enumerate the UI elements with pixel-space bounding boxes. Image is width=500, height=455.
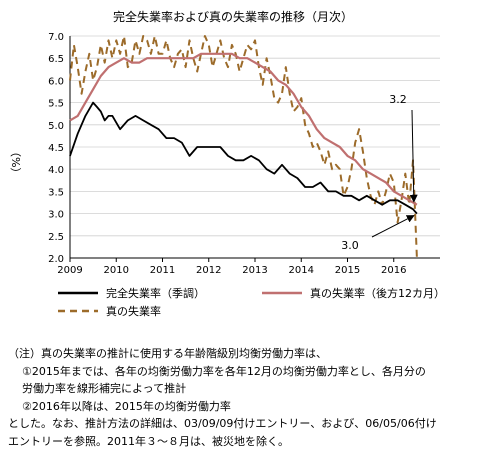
- y-tick-label: 4.5: [48, 143, 64, 154]
- series-line-seasonal: [69, 101, 418, 215]
- annotation-label: 3.2: [389, 93, 407, 106]
- y-tick-label: 5.0: [48, 121, 64, 132]
- y-tick-label: 6.0: [48, 76, 64, 87]
- note-line: ②2016年以降は、2015年の均衡労働力率: [22, 399, 231, 413]
- y-tick-label: 7.0: [48, 32, 64, 43]
- annotation-arrow: [409, 109, 418, 203]
- note-line: ①2015年までは、各年の均衡労働力率を各年12月の均衡労働力率とし、各月分の: [22, 364, 426, 378]
- y-tick-label: 2.5: [48, 232, 64, 243]
- x-tick-label: 2011: [150, 265, 175, 276]
- x-tick-label: 2012: [196, 265, 221, 276]
- x-tick-label: 2014: [289, 265, 314, 276]
- annotation-arrow: [371, 215, 415, 238]
- legend: 完全失業率（季調） 真の失業率（後方12カ月） 真の失業率: [58, 286, 445, 318]
- annotation-label: 3.0: [341, 239, 359, 252]
- footnotes: （注）真の失業率の推計に使用する年齢階級別均衡労働力率は、 ①2015年までは、…: [8, 345, 494, 450]
- x-axis-ticks: 2009 2010 2011 2012 2013 2014 2015 2016: [57, 258, 406, 276]
- annotations: 3.2 3.0: [341, 93, 418, 252]
- note-line: （注）真の失業率の推計に使用する年齢階級別均衡労働力率は、: [8, 347, 327, 360]
- y-tick-label: 4.0: [48, 165, 64, 176]
- legend-label-true: 真の失業率: [106, 304, 161, 318]
- note-line: エントリーを参照。2011年３～８月は、被災地を除く。: [8, 434, 289, 448]
- note-line: とした。なお、推計方法の詳細は、03/09/09付けエントリー、および、06/0…: [8, 417, 437, 430]
- x-tick-label: 2015: [335, 265, 360, 276]
- y-tick-label: 3.0: [48, 210, 64, 221]
- note-line: 労働力率を線形補完によって推計: [22, 382, 187, 395]
- series-line-true: [69, 35, 418, 259]
- series-line-true12: [69, 52, 418, 206]
- y-tick-label: 3.5: [48, 187, 64, 198]
- x-tick-label: 2013: [242, 265, 267, 276]
- y-axis-label: （%）: [9, 146, 22, 178]
- chart-title: 完全失業率および真の失業率の推移（月次）: [113, 9, 353, 24]
- y-tick-label: 2.0: [48, 254, 64, 265]
- y-tick-label: 5.5: [48, 99, 64, 110]
- y-tick-label: 6.5: [48, 54, 64, 65]
- gridlines: [69, 35, 440, 259]
- series-lines: [69, 35, 418, 259]
- legend-label-true12: 真の失業率（後方12カ月）: [310, 286, 445, 300]
- y-axis-ticks: 2.0 2.5 3.0 3.5 4.0 4.5 5.0 5.5 6.0 6.5 7.0: [48, 32, 64, 265]
- x-tick-label: 2009: [57, 265, 82, 276]
- unemployment-chart: 完全失業率および真の失業率の推移（月次） （%） 2.0 2.5 3.0 3.5 4.0…: [9, 9, 445, 318]
- x-tick-label: 2016: [381, 265, 406, 276]
- legend-label-seasonal: 完全失業率（季調）: [106, 286, 205, 300]
- x-tick-label: 2010: [104, 265, 129, 276]
